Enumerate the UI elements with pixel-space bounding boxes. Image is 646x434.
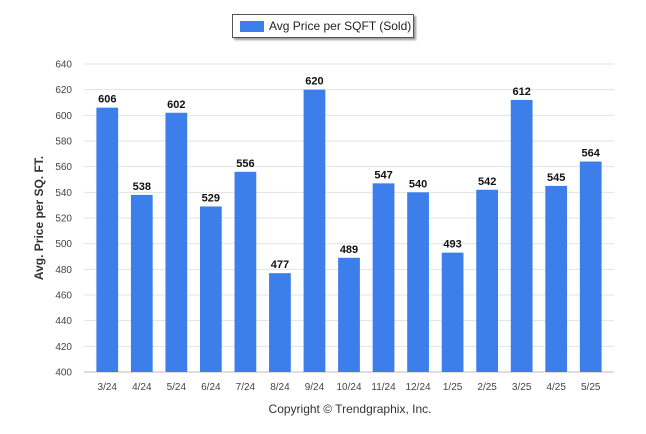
y-tick-label: 600 — [55, 111, 72, 122]
x-tick-label: 9/24 — [305, 382, 325, 393]
y-tick-label: 580 — [55, 137, 72, 148]
bar-7-24 — [234, 171, 257, 372]
bar-8-24 — [269, 273, 291, 372]
y-tick-label: 400 — [55, 368, 72, 379]
y-tick-label: 440 — [55, 316, 72, 327]
data-label: 542 — [478, 176, 496, 188]
data-label: 620 — [305, 76, 323, 88]
data-label: 529 — [202, 192, 220, 204]
data-label: 556 — [236, 158, 254, 170]
x-tick-label: 6/24 — [201, 382, 221, 393]
bar-3-24 — [96, 107, 119, 372]
x-tick-label: 2/25 — [477, 382, 497, 393]
x-tick-label: 3/25 — [512, 382, 532, 393]
y-tick-label: 640 — [55, 60, 72, 71]
x-tick-label: 3/24 — [98, 382, 118, 393]
data-label: 477 — [271, 259, 289, 271]
x-tick-label: 5/24 — [167, 382, 187, 393]
y-tick-label: 420 — [55, 342, 72, 353]
y-tick-label: 560 — [55, 162, 72, 173]
bar-2-25 — [476, 189, 499, 372]
bar-9-24 — [303, 89, 326, 373]
y-tick-label: 500 — [55, 239, 72, 250]
bar-6-24 — [199, 206, 222, 372]
data-label: 564 — [582, 148, 601, 160]
data-label: 489 — [340, 244, 358, 256]
data-label: 602 — [167, 99, 185, 111]
data-label: 538 — [133, 181, 151, 193]
bar-1-25 — [441, 252, 464, 372]
y-tick-label: 620 — [55, 85, 72, 96]
legend-label: Avg Price per SQFT (Sold) — [269, 19, 412, 33]
bar-5-25 — [579, 161, 602, 372]
x-axis-ticks: 3/24 4/24 5/24 6/24 7/24 8/24 9/24 10/24 11/24 12… — [98, 382, 601, 393]
data-label: 545 — [547, 172, 565, 184]
y-axis-ticks: 400 420 440 460 480 500 520 540 560 580 600 620 640 — [55, 60, 72, 379]
x-tick-label: 12/24 — [406, 382, 431, 393]
x-tick-label: 7/24 — [236, 382, 256, 393]
x-tick-label: 8/24 — [270, 382, 290, 393]
bar-10-24 — [338, 257, 360, 372]
y-tick-label: 540 — [55, 188, 72, 199]
data-labels: 606 538 602 529 556 477 620 489 547 540 493 542 612 5… — [98, 76, 601, 272]
data-label: 540 — [409, 178, 427, 190]
y-tick-label: 520 — [55, 214, 72, 225]
copyright-footer: Copyright © Trendgraphix, Inc. — [269, 402, 432, 416]
x-tick-label: 5/25 — [581, 382, 601, 393]
data-label: 493 — [443, 239, 461, 251]
y-tick-label: 480 — [55, 265, 72, 276]
bar-4-24 — [130, 194, 153, 372]
y-tick-label: 460 — [55, 291, 72, 302]
y-axis-title: Avg. Price per SQ. FT. — [32, 156, 46, 280]
bars — [96, 89, 602, 373]
bar-12-24 — [407, 192, 429, 372]
bar-4-25 — [545, 185, 568, 372]
x-tick-label: 4/24 — [132, 382, 152, 393]
legend-swatch — [240, 20, 264, 32]
x-tick-label: 1/25 — [443, 382, 463, 393]
bar-5-24 — [165, 112, 188, 373]
data-label: 547 — [374, 169, 392, 181]
x-tick-label: 10/24 — [336, 382, 361, 393]
x-tick-label: 11/24 — [371, 382, 396, 393]
bar-3-25 — [510, 99, 533, 372]
legend: Avg Price per SQFT (Sold) — [232, 14, 414, 38]
x-tick-label: 4/25 — [546, 382, 566, 393]
data-label: 612 — [512, 86, 530, 98]
bar-11-24 — [372, 183, 395, 372]
data-label: 606 — [98, 94, 116, 106]
